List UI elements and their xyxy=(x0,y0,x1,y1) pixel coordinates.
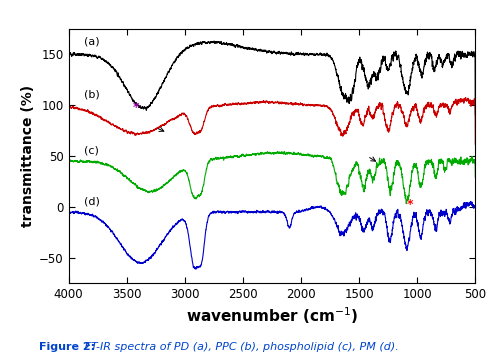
Text: (c): (c) xyxy=(84,145,98,155)
Text: (b): (b) xyxy=(84,89,99,99)
Text: FT-IR spectra of PD (a), PPC (b), phospholipid (c), PM (d).: FT-IR spectra of PD (a), PPC (b), phosph… xyxy=(81,342,398,352)
Text: (d): (d) xyxy=(84,197,99,207)
Text: *: * xyxy=(407,198,413,211)
Text: (a): (a) xyxy=(84,36,99,46)
Text: *: * xyxy=(132,101,139,114)
X-axis label: wavenumber (cm$^{-1}$): wavenumber (cm$^{-1}$) xyxy=(186,305,358,326)
Text: Figure 2:: Figure 2: xyxy=(39,342,96,352)
Y-axis label: transmittance (%): transmittance (%) xyxy=(21,85,35,227)
